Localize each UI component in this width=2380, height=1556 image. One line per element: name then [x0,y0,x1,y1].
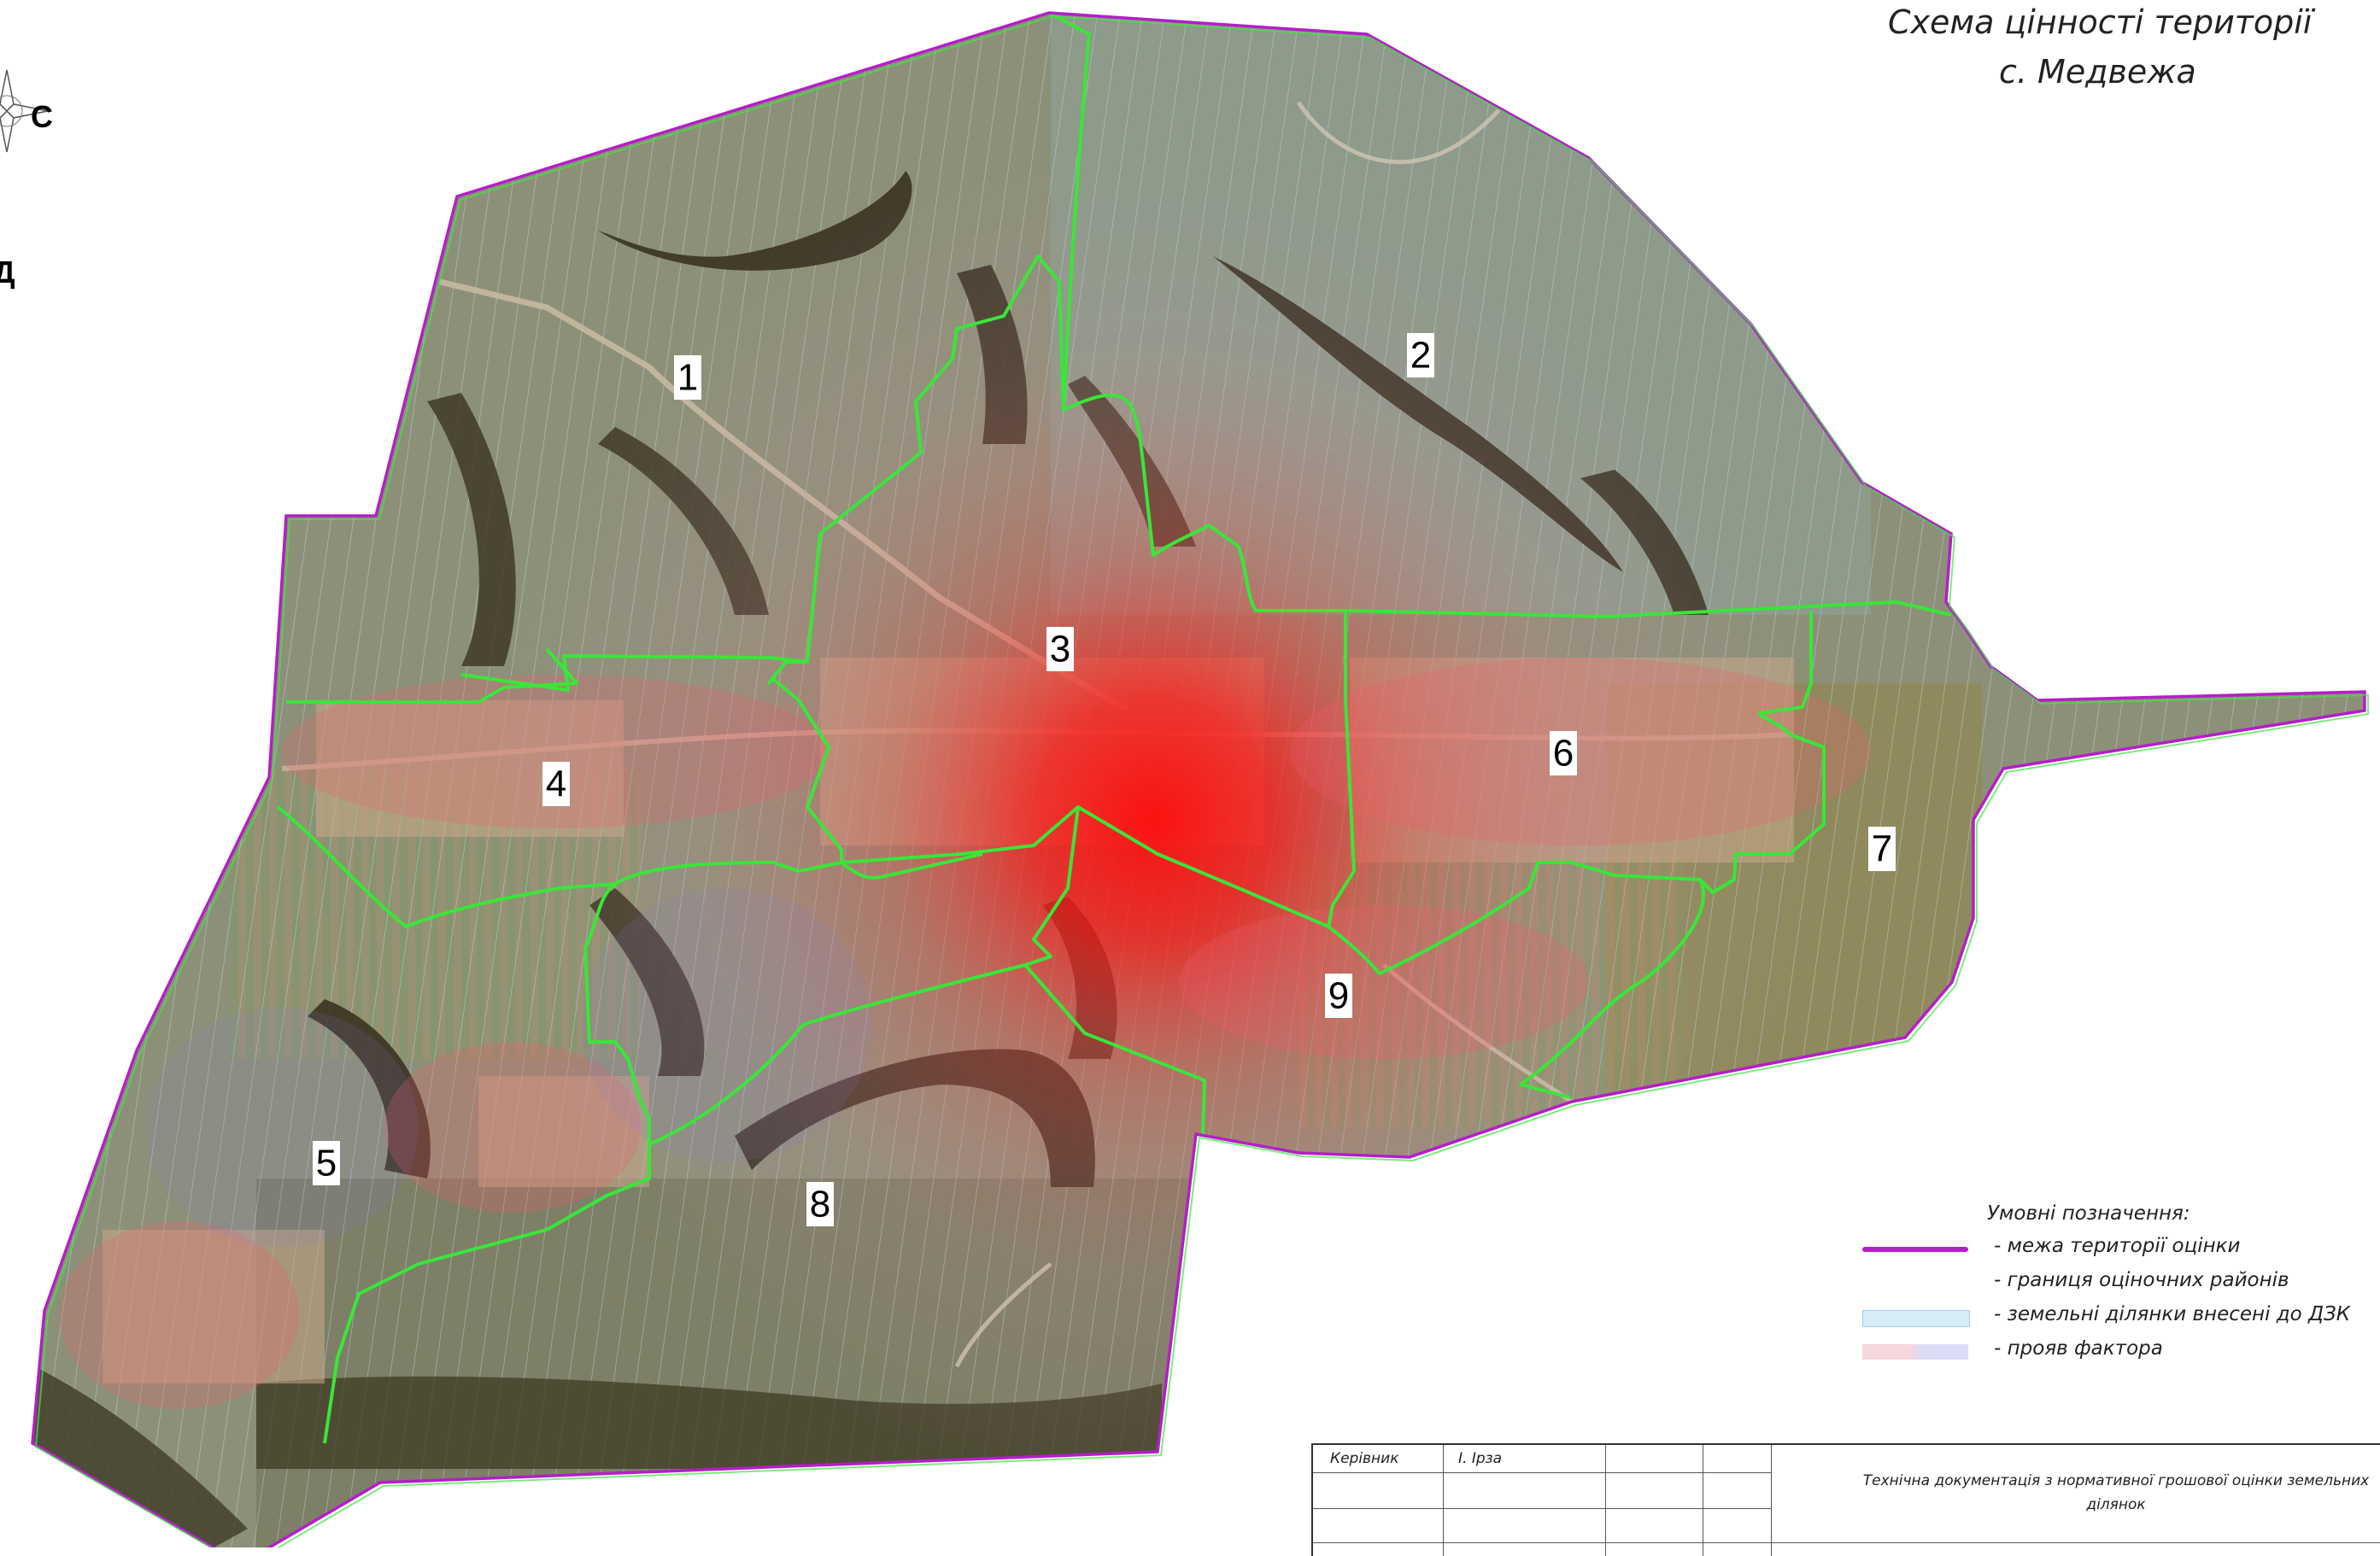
compass-rose-icon [0,69,49,153]
compass-west-label: Д [0,254,15,290]
district-borders [276,11,1952,1444]
district-line-swatch [1862,1282,1968,1284]
map-title: Схема цінності території [1888,3,2313,41]
territory-boundary [31,11,2366,1547]
legend-item-label: - межа території оцінки [1994,1235,2241,1257]
svg-text:5: 5 [316,1143,337,1185]
svg-text:4: 4 [546,763,566,805]
region-label-1: 1 [674,355,701,400]
legend-item-boundary: - межа території оцінки [1862,1235,2341,1261]
map-subtitle: с. Медвежа [1999,53,2196,91]
region-label-3: 3 [1046,627,1074,671]
parcels-fill-swatch [1862,1310,1970,1327]
legend-heading: Умовні позначення: [1987,1202,2190,1225]
region-label-8: 8 [806,1182,834,1226]
svg-text:2: 2 [1410,335,1431,377]
svg-text:9: 9 [1328,975,1349,1017]
region-label-6: 6 [1550,731,1577,775]
region-label-4: 4 [542,762,570,806]
stamp-description: Технічна документація з нормативної грош… [1862,1472,2370,1513]
region-label-5: 5 [313,1141,340,1185]
region-label-7: 7 [1868,827,1896,871]
legend-item-parcels: - земельні ділянки внесені до ДЗК [1862,1303,2350,1329]
legend-item-label: - прояв фактора [1994,1337,2163,1360]
legend-item-district-border: - границя оціночних районів [1862,1269,2341,1295]
stamp-role: Керівник [1330,1450,1399,1467]
svg-text:8: 8 [810,1184,830,1225]
svg-text:1: 1 [677,357,698,399]
legend-item-label: - границя оціночних районів [1994,1269,2289,1291]
title-block: Керівник І. Ірза Технічна документація з… [1311,1443,2380,1556]
stamp-name: І. Ірза [1458,1450,1503,1467]
region-label-2: 2 [1407,333,1434,377]
factor-gradient-swatch [1862,1344,1968,1360]
svg-text:3: 3 [1050,629,1070,670]
svg-text:7: 7 [1872,828,1892,870]
boundary-line-swatch [1862,1247,1968,1252]
svg-text:6: 6 [1553,733,1574,775]
region-label-9: 9 [1325,974,1352,1018]
legend-item-label: - земельні ділянки внесені до ДЗК [1994,1303,2351,1325]
legend-item-factor: - прояв фактора [1862,1337,2341,1363]
compass-north-label: С [31,99,53,134]
